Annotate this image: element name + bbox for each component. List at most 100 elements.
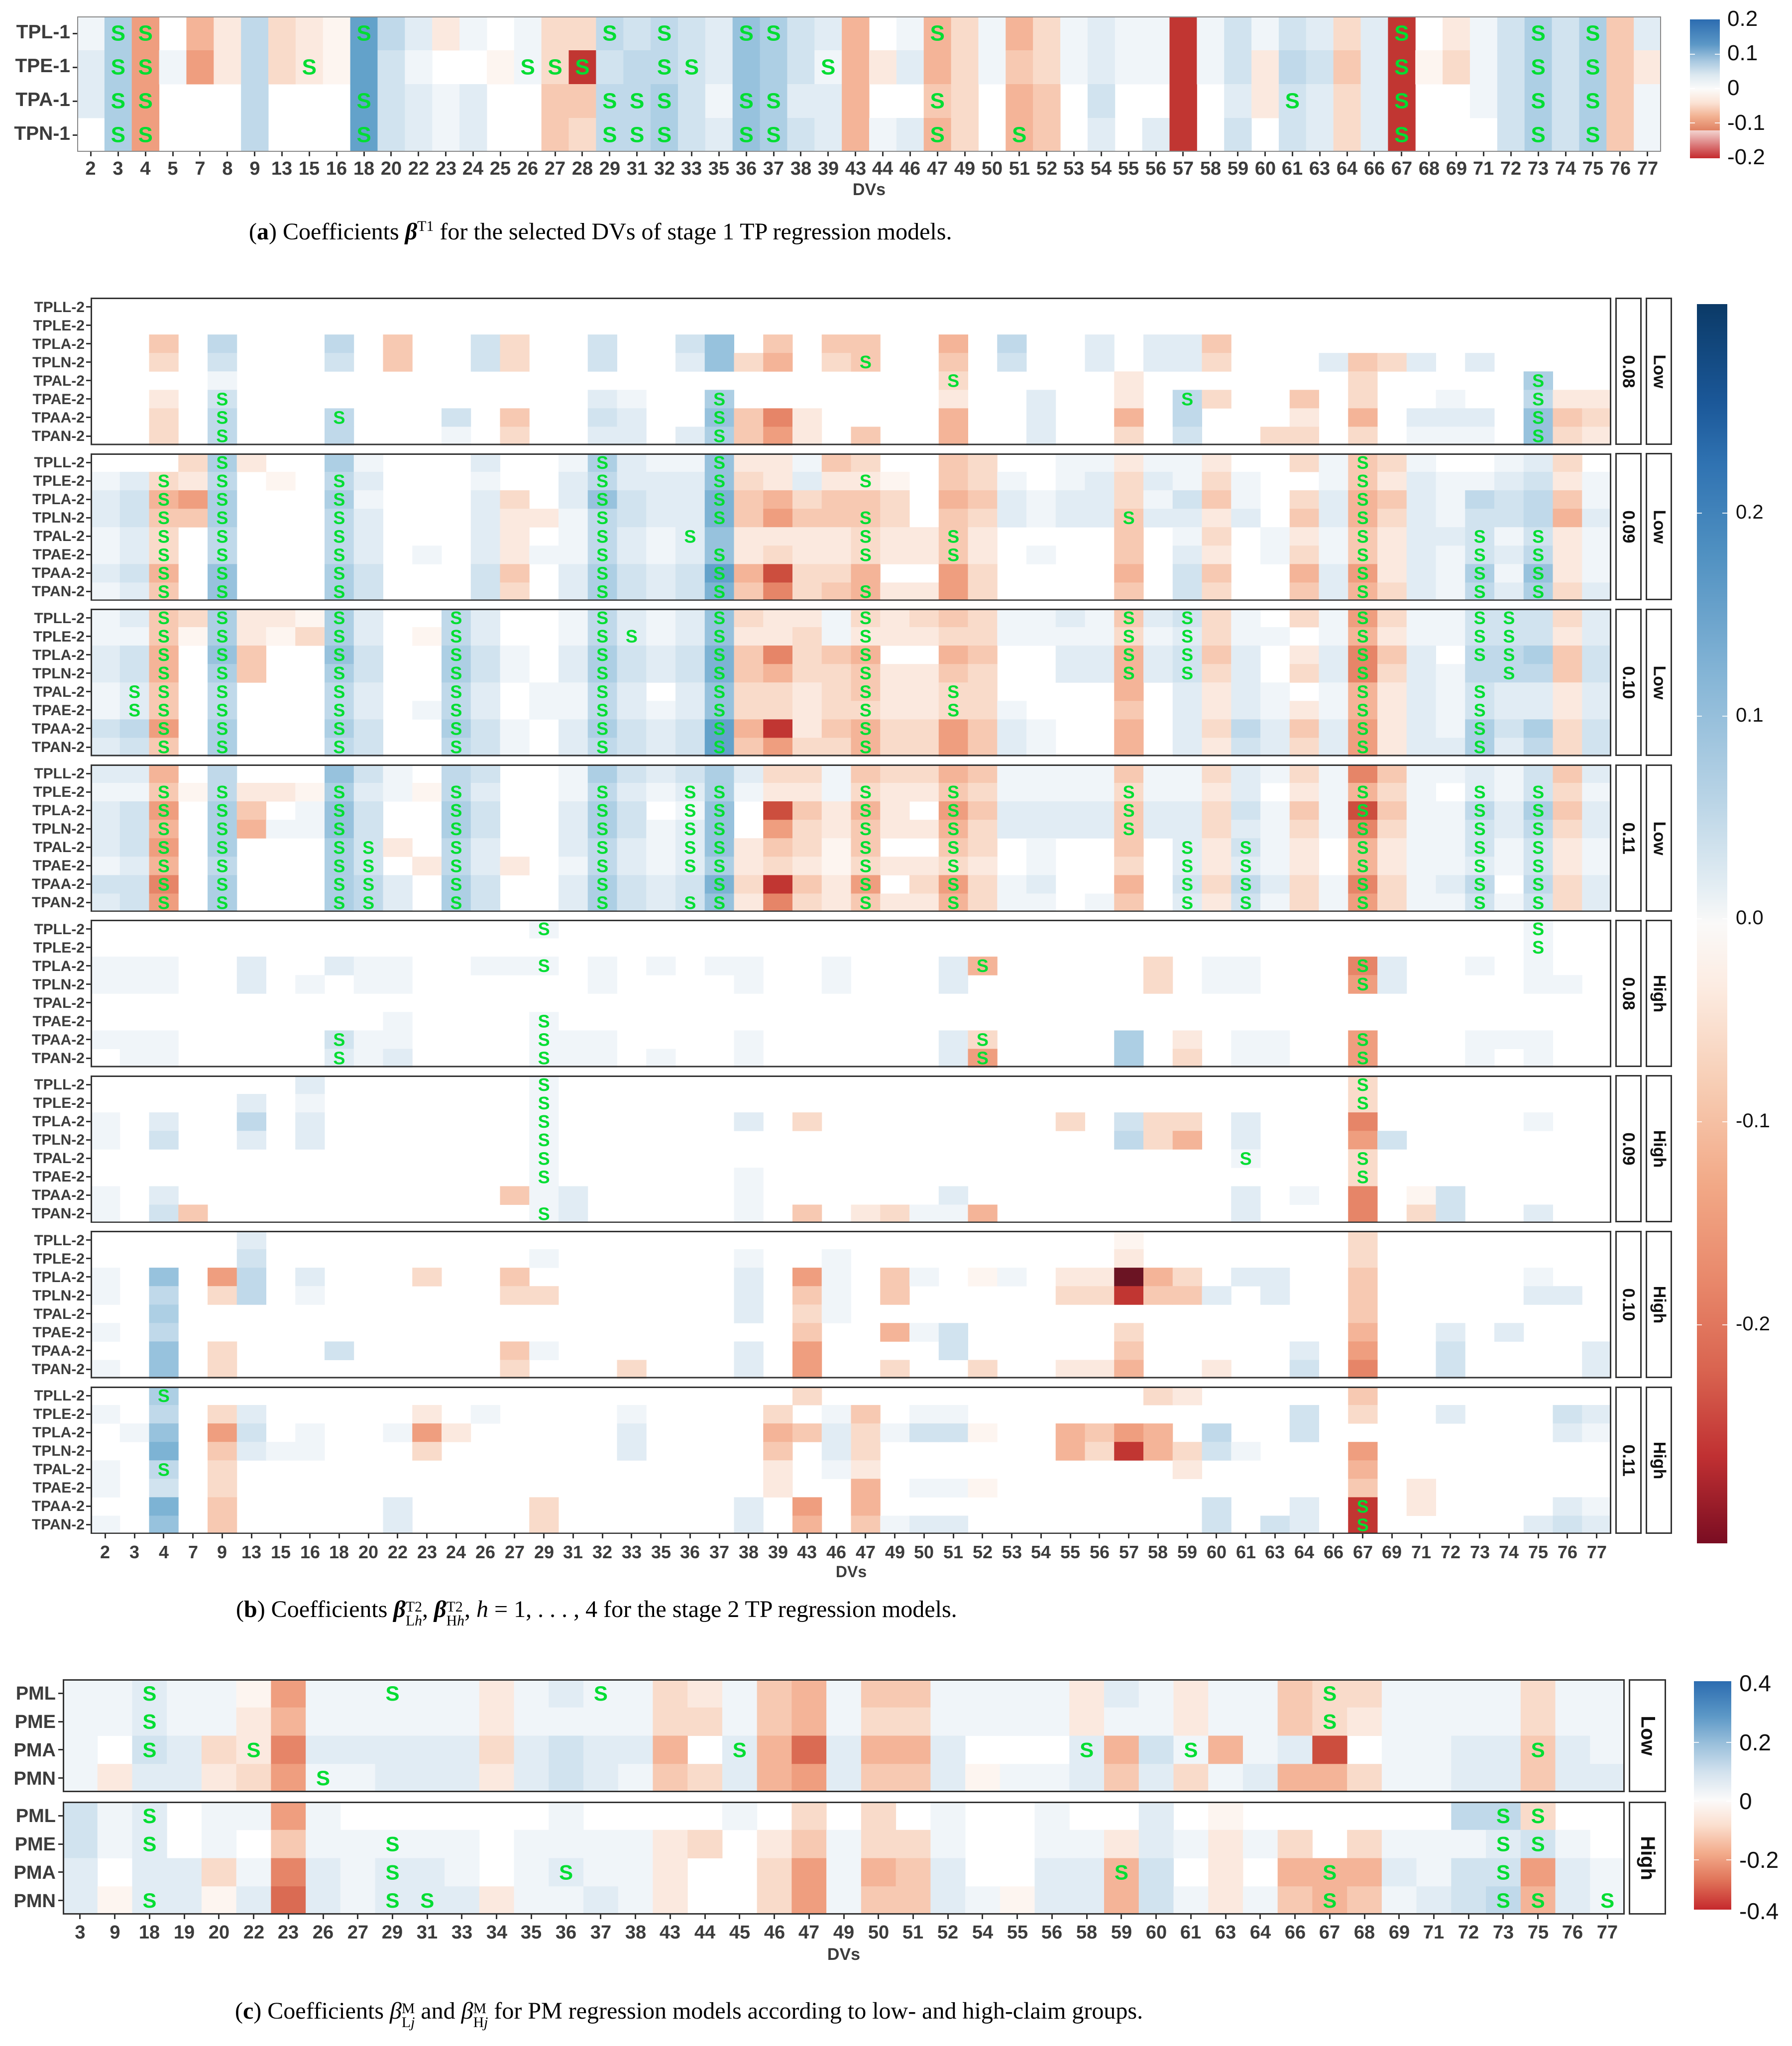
svg-text:S: S xyxy=(538,956,550,976)
svg-text:S: S xyxy=(385,1832,399,1856)
svg-text:S: S xyxy=(1285,89,1300,113)
svg-text:S: S xyxy=(1474,837,1486,858)
svg-text:S: S xyxy=(333,681,345,702)
svg-text:S: S xyxy=(333,892,345,912)
svg-text:S: S xyxy=(216,407,228,428)
svg-text:S: S xyxy=(333,837,345,858)
svg-text:S: S xyxy=(1357,626,1369,646)
svg-text:S: S xyxy=(596,508,608,528)
svg-text:S: S xyxy=(216,681,228,702)
svg-text:S: S xyxy=(1474,856,1486,876)
svg-text:S: S xyxy=(333,819,345,839)
svg-text:S: S xyxy=(216,737,228,756)
svg-text:S: S xyxy=(142,1738,156,1761)
svg-text:S: S xyxy=(158,819,170,839)
svg-text:S: S xyxy=(158,508,170,528)
svg-text:S: S xyxy=(713,800,725,821)
svg-text:S: S xyxy=(1123,609,1135,628)
svg-text:S: S xyxy=(1532,937,1544,958)
svg-text:S: S xyxy=(575,55,589,80)
svg-text:S: S xyxy=(538,1048,550,1067)
svg-text:S: S xyxy=(1585,89,1600,113)
svg-text:S: S xyxy=(713,389,725,409)
svg-text:S: S xyxy=(1357,819,1369,839)
svg-text:S: S xyxy=(538,1011,550,1031)
svg-text:S: S xyxy=(450,700,462,720)
svg-text:S: S xyxy=(1503,626,1515,646)
svg-text:S: S xyxy=(216,426,228,445)
svg-text:S: S xyxy=(158,856,170,876)
svg-text:S: S xyxy=(362,874,374,894)
svg-text:S: S xyxy=(860,718,872,739)
svg-text:S: S xyxy=(947,544,959,565)
svg-text:S: S xyxy=(1503,663,1515,683)
svg-text:S: S xyxy=(450,892,462,912)
svg-text:S: S xyxy=(1357,645,1369,665)
svg-text:S: S xyxy=(684,837,696,858)
svg-text:S: S xyxy=(450,681,462,702)
svg-text:S: S xyxy=(1357,874,1369,894)
svg-text:S: S xyxy=(216,389,228,409)
svg-text:S: S xyxy=(1123,645,1135,665)
svg-text:S: S xyxy=(216,892,228,912)
svg-text:S: S xyxy=(142,1832,156,1856)
svg-text:S: S xyxy=(362,837,374,858)
svg-text:S: S xyxy=(713,453,725,473)
svg-text:S: S xyxy=(1531,21,1545,46)
svg-text:S: S xyxy=(216,544,228,565)
svg-text:S: S xyxy=(158,663,170,683)
svg-text:S: S xyxy=(657,21,672,46)
svg-text:S: S xyxy=(356,89,371,113)
svg-text:S: S xyxy=(216,563,228,583)
svg-text:S: S xyxy=(713,700,725,720)
svg-text:S: S xyxy=(1357,489,1369,510)
svg-text:S: S xyxy=(1531,55,1545,80)
svg-text:S: S xyxy=(1474,874,1486,894)
svg-text:S: S xyxy=(860,819,872,839)
svg-text:S: S xyxy=(1532,407,1544,428)
svg-text:S: S xyxy=(630,123,644,147)
svg-text:S: S xyxy=(1357,718,1369,739)
svg-text:S: S xyxy=(947,526,959,546)
svg-text:S: S xyxy=(684,800,696,821)
svg-text:S: S xyxy=(1496,1889,1510,1912)
svg-text:S: S xyxy=(860,352,872,372)
svg-text:S: S xyxy=(947,837,959,858)
svg-text:S: S xyxy=(1240,874,1252,894)
svg-text:S: S xyxy=(1323,1682,1337,1705)
svg-text:S: S xyxy=(1181,856,1193,876)
svg-text:S: S xyxy=(713,737,725,756)
svg-text:S: S xyxy=(1474,892,1486,912)
svg-text:S: S xyxy=(860,526,872,546)
svg-text:S: S xyxy=(111,55,125,80)
svg-text:S: S xyxy=(1474,718,1486,739)
svg-text:S: S xyxy=(684,892,696,912)
svg-text:S: S xyxy=(1532,874,1544,894)
svg-text:S: S xyxy=(1123,819,1135,839)
svg-text:S: S xyxy=(1503,609,1515,628)
svg-text:S: S xyxy=(596,837,608,858)
svg-text:S: S xyxy=(596,609,608,628)
svg-text:S: S xyxy=(142,1710,156,1733)
svg-text:S: S xyxy=(1357,956,1369,976)
svg-text:S: S xyxy=(860,737,872,756)
svg-text:S: S xyxy=(1181,645,1193,665)
svg-text:S: S xyxy=(356,21,371,46)
svg-text:S: S xyxy=(733,1738,747,1761)
svg-text:S: S xyxy=(977,956,989,976)
svg-text:S: S xyxy=(1181,609,1193,628)
svg-text:S: S xyxy=(930,21,944,46)
svg-text:S: S xyxy=(1474,581,1486,601)
svg-text:S: S xyxy=(947,370,959,391)
svg-text:S: S xyxy=(821,55,835,80)
svg-text:S: S xyxy=(1532,370,1544,391)
svg-text:S: S xyxy=(128,681,140,702)
svg-text:S: S xyxy=(128,700,140,720)
svg-text:S: S xyxy=(1080,1738,1094,1761)
svg-text:S: S xyxy=(1012,123,1026,147)
svg-text:S: S xyxy=(1357,837,1369,858)
svg-text:S: S xyxy=(1357,782,1369,802)
svg-text:S: S xyxy=(860,782,872,802)
svg-text:S: S xyxy=(333,800,345,821)
svg-text:S: S xyxy=(450,609,462,628)
